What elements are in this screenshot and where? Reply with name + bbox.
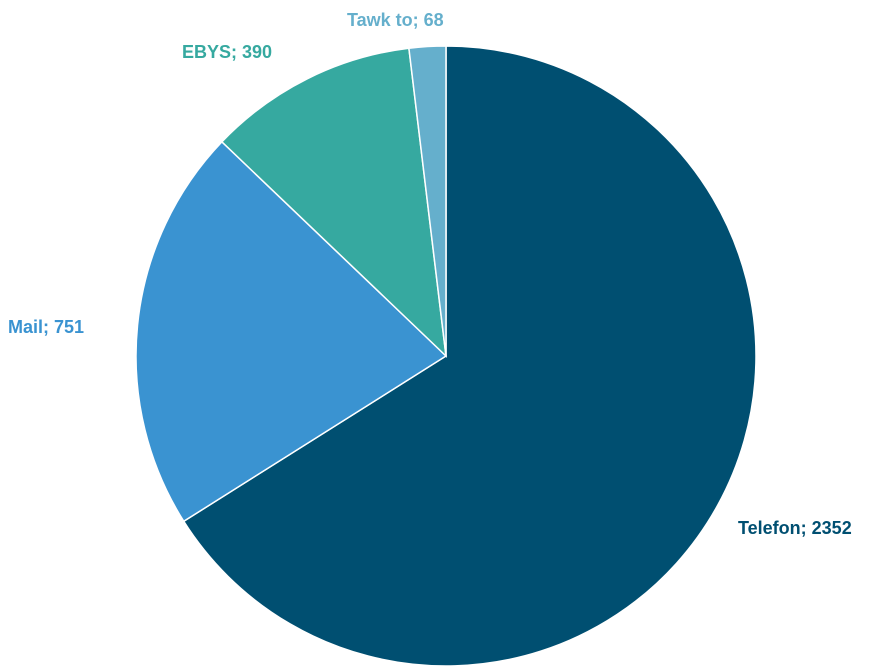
pie-data-labels: Telefon; 2352 Mail; 751 EBYS; 390 Tawk t… [8,10,852,538]
data-label-ebys: EBYS; 390 [182,42,272,62]
pie-slice-tawk-to [408,45,447,357]
pie-slice-telefon [182,45,757,667]
pie-slice-ebys [220,47,447,358]
pie-slice-mail [135,140,448,523]
data-label-telefon: Telefon; 2352 [738,518,852,538]
data-label-mail: Mail; 751 [8,317,84,337]
pie-slices [135,45,757,667]
data-label-tawk-to: Tawk to; 68 [347,10,444,30]
